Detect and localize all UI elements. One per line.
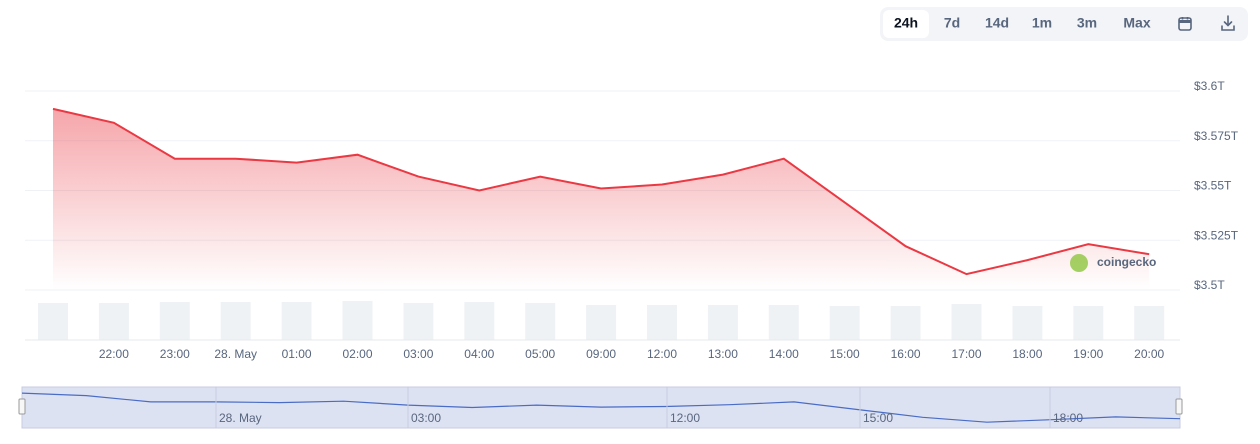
x-tick-label: 18:00 xyxy=(1012,347,1042,361)
x-tick-label: 28. May xyxy=(214,347,257,361)
y-tick-label: $3.5T xyxy=(1194,278,1225,292)
watermark-text: coingecko xyxy=(1097,255,1156,269)
volume-bar xyxy=(951,304,982,340)
navigator-handle[interactable] xyxy=(18,398,26,415)
y-tick-label: $3.55T xyxy=(1194,179,1232,193)
price-line xyxy=(52,107,1150,276)
volume-bar xyxy=(342,301,373,340)
range-button[interactable]: Max xyxy=(1123,15,1150,31)
volume-bar xyxy=(98,303,129,340)
x-tick-label: 13:00 xyxy=(708,347,738,361)
x-tick-label: 17:00 xyxy=(951,347,981,361)
volume-bar xyxy=(1073,306,1104,340)
area xyxy=(53,108,1150,291)
volume-bar xyxy=(890,306,921,340)
range-button[interactable]: 3m xyxy=(1077,15,1097,31)
x-tick-label: 04:00 xyxy=(464,347,494,361)
calendar-icon[interactable] xyxy=(1178,17,1192,31)
navigator-label: 28. May xyxy=(219,411,262,425)
watermark: coingecko xyxy=(1070,254,1156,272)
volume-bar xyxy=(464,302,495,340)
volume-bar xyxy=(829,306,860,340)
navigator-label: 03:00 xyxy=(411,411,441,425)
volume-bar xyxy=(281,302,312,340)
navigator-label: 12:00 xyxy=(670,411,700,425)
x-tick-label: 19:00 xyxy=(1073,347,1103,361)
range-button[interactable]: 24h xyxy=(894,15,918,31)
volume-bar xyxy=(707,305,738,340)
volume-bar xyxy=(768,305,799,340)
x-tick-label: 22:00 xyxy=(99,347,129,361)
volume-bar xyxy=(647,305,677,340)
volume-bar xyxy=(1134,306,1165,340)
x-tick-label: 09:00 xyxy=(586,347,616,361)
x-tick-label: 05:00 xyxy=(525,347,555,361)
x-tick-label: 12:00 xyxy=(647,347,677,361)
volume-bar xyxy=(525,303,556,340)
range-button[interactable]: 7d xyxy=(944,15,960,31)
range-button[interactable]: 14d xyxy=(985,15,1009,31)
x-tick-label: 02:00 xyxy=(342,347,372,361)
y-tick-label: $3.6T xyxy=(1194,79,1225,93)
x-tick-label: 20:00 xyxy=(1134,347,1164,361)
navigator-label: 18:00 xyxy=(1053,411,1083,425)
x-tick-label: 14:00 xyxy=(769,347,799,361)
navigator-handle[interactable] xyxy=(1175,398,1183,415)
x-tick-label: 03:00 xyxy=(403,347,433,361)
volume-bar xyxy=(38,303,68,340)
navigator-label: 15:00 xyxy=(863,411,893,425)
navigator-line xyxy=(21,392,1181,423)
download-icon[interactable] xyxy=(1221,15,1235,31)
range-button[interactable]: 1m xyxy=(1032,15,1052,31)
volume-bar xyxy=(586,305,617,340)
watermark-logo xyxy=(1070,254,1088,272)
y-tick-label: $3.575T xyxy=(1194,129,1239,143)
range-toolbar xyxy=(880,7,1248,41)
x-tick-label: 23:00 xyxy=(160,347,190,361)
volume-bar xyxy=(159,302,190,340)
x-tick-label: 01:00 xyxy=(282,347,312,361)
volume-bar xyxy=(1012,306,1043,340)
volume-bar xyxy=(220,302,251,340)
y-tick-label: $3.525T xyxy=(1194,228,1239,242)
volume-bar xyxy=(403,303,434,340)
x-tick-label: 16:00 xyxy=(891,347,921,361)
x-tick-label: 15:00 xyxy=(830,347,860,361)
range-button-active xyxy=(883,10,929,38)
